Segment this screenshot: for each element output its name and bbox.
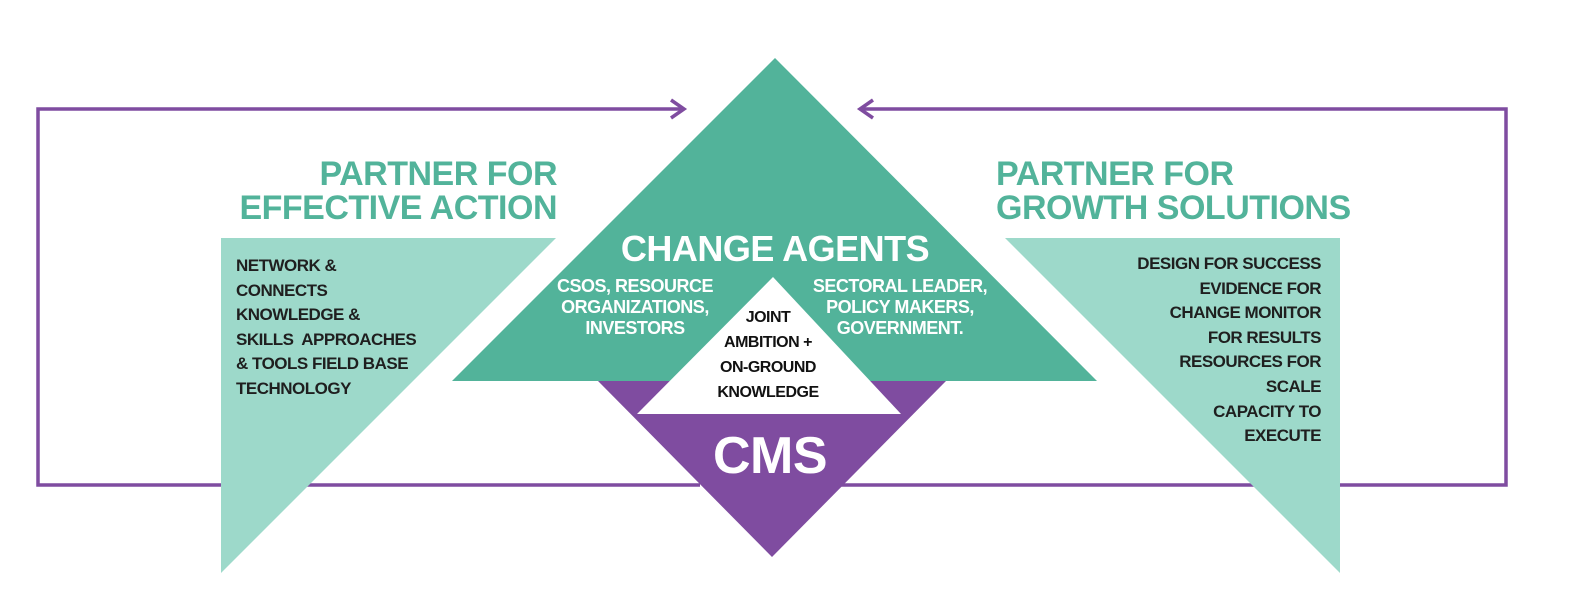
right-body: DESIGN FOR SUCCESS EVIDENCE FOR CHANGE M… [1100,252,1321,449]
center-left-line: INVESTORS [585,318,685,338]
inner-line: AMBITION + [724,334,812,351]
inner-white-triangle [637,277,901,414]
right-body-line: CAPACITY TO [1213,401,1321,421]
left-feedback-line [36,107,700,487]
right-light-triangle [1005,238,1340,573]
right-body-line: DESIGN FOR SUCCESS [1137,254,1321,273]
center-right-line: SECTORAL LEADER, [812,276,988,296]
left-heading: PARTNER FOR EFFECTIVE ACTION [200,157,557,225]
left-body-line: CONNECTS [236,280,328,300]
inner-line: KNOWLEDGE [717,384,819,401]
cms-purple-shape [598,381,946,557]
center-left-line: ORGANIZATIONS, [561,297,709,317]
right-body-line: SCALE [1265,376,1322,396]
inner-line: JOINT [745,309,791,326]
right-body-line: CHANGE MONITOR [1169,303,1322,323]
center-right-text: SECTORAL LEADER, POLICY MAKERS, GOVERNME… [795,276,1005,339]
right-body-line: EXECUTE [1244,426,1321,446]
center-left-text: CSOS, RESOURCE ORGANIZATIONS, INVESTORS [535,276,735,339]
left-body: NETWORK & CONNECTS KNOWLEDGE & SKILLS AP… [236,254,456,402]
right-heading: PARTNER FOR GROWTH SOLUTIONS [996,157,1376,225]
change-agents-triangle [452,58,1097,381]
left-light-triangle [221,238,556,573]
right-body-line: EVIDENCE FOR [1199,278,1321,298]
left-body-line: TECHNOLOGY [236,378,351,398]
left-body-line: NETWORK & [236,256,337,275]
change-agents-title: CHANGE AGENTS [620,228,930,269]
left-body-line: KNOWLEDGE & [236,305,360,325]
left-heading-line: EFFECTIVE ACTION [239,189,557,227]
inner-line: ON-GROUND [720,359,816,376]
left-heading-line: PARTNER FOR [319,155,557,193]
left-body-line: & TOOLS FIELD BASE [236,354,409,374]
right-body-line: RESOURCES FOR [1179,352,1321,372]
right-arrow-head [856,98,874,120]
center-right-line: GOVERNMENT. [836,318,964,338]
right-heading-line: PARTNER FOR [996,155,1234,193]
right-feedback-line [840,107,1508,487]
left-arrow-head [670,98,688,120]
cms-label: CMS [712,427,828,485]
right-heading-line: GROWTH SOLUTIONS [996,189,1351,227]
center-right-line: POLICY MAKERS, [826,297,974,317]
left-body-line: SKILLS APPROACHES [236,329,417,349]
inner-triangle-text: JOINT AMBITION + ON-GROUND KNOWLEDGE [693,305,843,405]
right-body-line: FOR RESULTS [1207,327,1322,347]
center-left-line: CSOS, RESOURCE [556,276,714,296]
